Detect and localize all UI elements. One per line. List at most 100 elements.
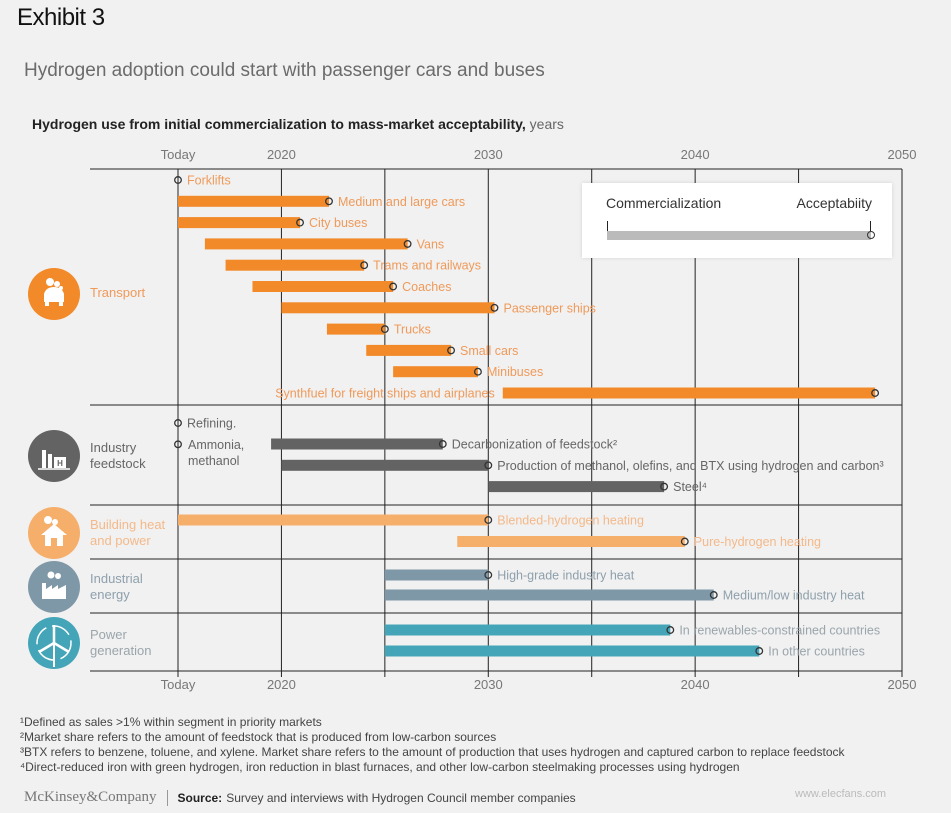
factory-h-icon — [28, 430, 80, 482]
bar-label: City buses — [309, 216, 367, 230]
acceptability-marker — [680, 537, 689, 546]
bubble-shape — [54, 281, 60, 287]
x-tick-label-bottom: 2020 — [267, 677, 296, 692]
factory-shape — [46, 585, 66, 599]
legend-bar — [607, 231, 871, 240]
bar-label: Forklifts — [187, 174, 231, 188]
category-label: Building heat — [90, 517, 166, 532]
chimney-shape — [42, 583, 46, 599]
h-letter: H — [57, 459, 63, 468]
bar-label: Minibuses — [487, 365, 543, 379]
bar-label: Coaches — [402, 280, 451, 294]
bar-label: Medium and large cars — [338, 195, 465, 209]
acceptability-marker — [360, 261, 369, 270]
acceptability-marker — [709, 591, 718, 599]
footnotes: ¹Defined as sales >1% within segment in … — [20, 715, 845, 775]
bar-label: High-grade industry heat — [497, 569, 634, 583]
acceptability-marker — [871, 389, 880, 397]
x-tick-label-top: 2030 — [474, 147, 503, 162]
bar-label: In renewables-constrained countries — [679, 624, 880, 638]
chart-title-unit: years — [525, 116, 564, 132]
x-tick-label-bottom: 2030 — [474, 677, 503, 692]
car-wheel-shape — [45, 302, 49, 306]
turbine-blade-shape — [53, 641, 70, 654]
range-bar — [384, 645, 760, 657]
acceptability-marker — [174, 419, 182, 427]
category-label: feedstock — [90, 456, 146, 471]
footer-divider — [166, 789, 168, 806]
bar-label: Refining. — [187, 417, 236, 431]
x-tick-label-top: Today — [161, 147, 196, 162]
acceptability-marker — [755, 647, 764, 655]
legend-end-tick — [870, 221, 871, 233]
bar-label: Production of methanol, olefins, and BTX… — [497, 459, 883, 473]
category-label: Industrial — [90, 571, 143, 586]
acceptability-marker — [666, 626, 675, 634]
acceptability-marker — [660, 482, 669, 491]
chart-subtitle: Hydrogen adoption could start with passe… — [24, 60, 545, 81]
bar-label: Synthfuel for freight ships and airplane… — [275, 387, 495, 401]
footnote-1: ¹Defined as sales >1% within segment in … — [20, 715, 322, 729]
x-tick-label-bottom: Today — [161, 677, 196, 692]
range-bar — [281, 459, 489, 471]
range-bar — [252, 281, 394, 292]
bar-label: Blended-hydrogen heating — [497, 514, 644, 528]
range-bar — [502, 387, 876, 399]
exhibit-number: Exhibit 3 — [17, 4, 105, 31]
bar-label: Vans — [417, 237, 445, 251]
category-label: Industry — [90, 440, 137, 455]
range-bar — [326, 323, 385, 335]
bubble-shape — [52, 519, 58, 525]
bar-label: Pure-hydrogen heating — [694, 535, 821, 549]
range-bar — [384, 624, 671, 636]
range-bar — [366, 344, 452, 356]
bar-label: In other countries — [768, 645, 865, 659]
range-bar — [178, 514, 489, 526]
gantt-chart: Today Today 2020 2020 2030 2030 2040 2040 2050 20… — [28, 147, 917, 692]
bubble-shape — [46, 278, 54, 286]
legend-end-marker — [867, 231, 875, 239]
acceptability-marker — [484, 516, 493, 524]
chart-title-text: Hydrogen use from initial commercializat… — [32, 116, 526, 132]
car-body-shape — [44, 287, 64, 302]
x-tick-label-top: 2040 — [681, 147, 710, 162]
car-wheel-shape — [59, 302, 63, 306]
range-bar — [271, 438, 443, 450]
bar-label: Medium/low industry heat — [723, 589, 865, 603]
acceptability-marker — [325, 197, 333, 206]
footnote-3: ³BTX refers to benzene, toluene, and xyl… — [20, 745, 845, 759]
chart-title: Hydrogen use from initial commercializat… — [32, 116, 564, 132]
acceptability-marker — [490, 303, 499, 312]
legend-start-label: Commercialization — [606, 195, 722, 211]
acceptability-marker — [438, 440, 447, 448]
building-shape — [54, 457, 66, 468]
footnote-2: ²Market share refers to the amount of fe… — [20, 730, 497, 744]
bar-label: Ammonia, — [188, 438, 244, 452]
x-tick-label-top: 2050 — [888, 147, 917, 162]
bar-label: Passenger ships — [503, 301, 595, 315]
category-label: and power — [90, 533, 151, 548]
acceptability-marker — [380, 325, 389, 334]
bar-label: Trams and railways — [373, 259, 481, 273]
range-bar — [178, 195, 330, 207]
bar-label: Trucks — [394, 323, 431, 337]
range-bar — [281, 302, 495, 314]
acceptability-marker — [447, 346, 456, 355]
x-tick-label-top: 2020 — [267, 147, 296, 162]
legend-start-tick — [607, 221, 608, 233]
chimney-shape — [42, 450, 46, 468]
category-label: Transport — [90, 285, 146, 300]
range-bar — [204, 238, 408, 250]
source-label: Source: — [177, 790, 223, 805]
bubble-shape — [47, 571, 55, 579]
industry-icon — [28, 561, 80, 613]
x-tick-label-bottom: 2050 — [888, 677, 917, 692]
chimney-shape — [48, 454, 52, 468]
range-bar — [384, 569, 489, 581]
bubble-shape — [55, 573, 61, 579]
x-tick-label-bottom: 2040 — [681, 677, 710, 692]
legend: Commercialization Acceptabiity — [582, 183, 892, 258]
acceptability-marker — [403, 239, 412, 248]
mckinsey-logo: McKinsey&Company — [24, 789, 157, 805]
acceptability-marker — [174, 176, 182, 184]
